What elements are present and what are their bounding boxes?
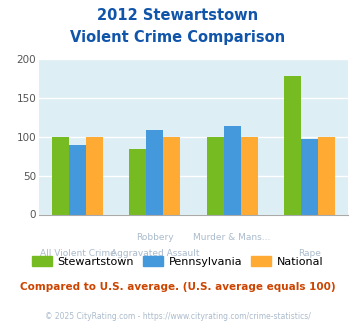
Text: Aggravated Assault: Aggravated Assault bbox=[111, 249, 199, 258]
Text: Violent Crime Comparison: Violent Crime Comparison bbox=[70, 30, 285, 45]
Legend: Stewartstown, Pennsylvania, National: Stewartstown, Pennsylvania, National bbox=[27, 251, 328, 271]
Text: Compared to U.S. average. (U.S. average equals 100): Compared to U.S. average. (U.S. average … bbox=[20, 282, 335, 292]
Bar bbox=[52, 137, 69, 214]
Text: All Violent Crime: All Violent Crime bbox=[40, 249, 115, 258]
Bar bbox=[284, 77, 301, 215]
Bar bbox=[146, 130, 163, 214]
Bar bbox=[69, 145, 86, 214]
Bar bbox=[224, 126, 241, 214]
Bar bbox=[86, 137, 103, 214]
Text: Murder & Mans...: Murder & Mans... bbox=[193, 233, 271, 242]
Bar bbox=[163, 137, 180, 214]
Bar bbox=[207, 137, 224, 214]
Text: © 2025 CityRating.com - https://www.cityrating.com/crime-statistics/: © 2025 CityRating.com - https://www.city… bbox=[45, 312, 310, 321]
Bar bbox=[241, 137, 258, 214]
Text: Rape: Rape bbox=[298, 249, 321, 258]
Text: Robbery: Robbery bbox=[136, 233, 174, 242]
Bar bbox=[129, 148, 146, 214]
Text: 2012 Stewartstown: 2012 Stewartstown bbox=[97, 8, 258, 23]
Bar bbox=[301, 139, 318, 214]
Bar bbox=[318, 137, 335, 214]
